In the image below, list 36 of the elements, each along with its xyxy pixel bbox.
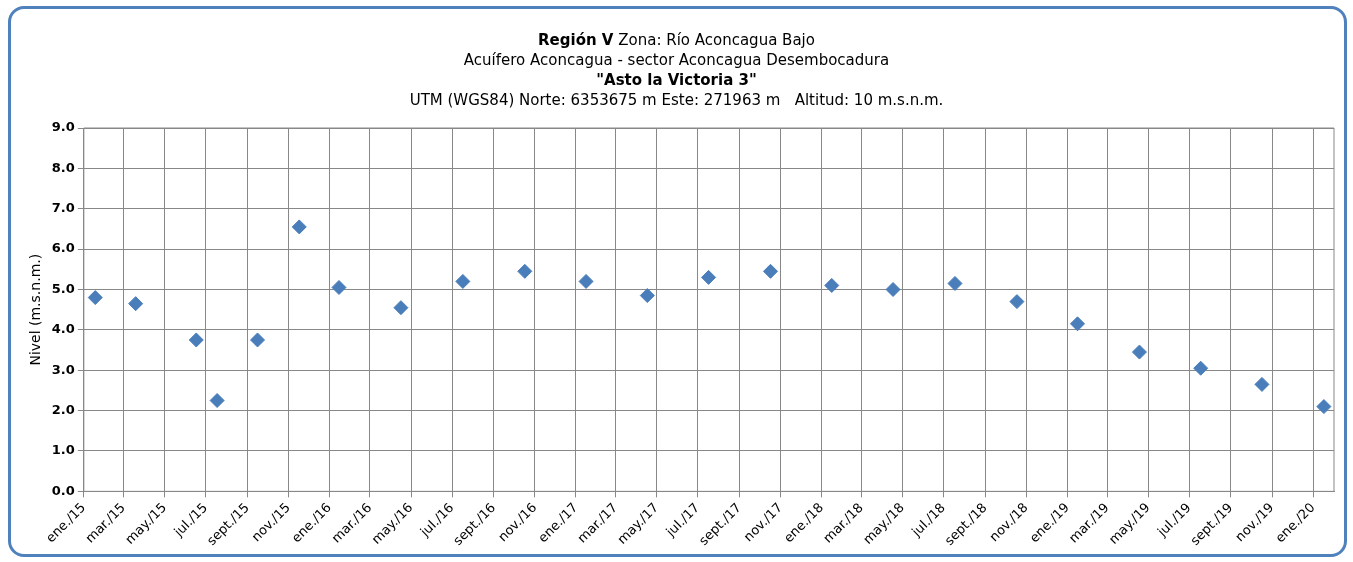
y-axis-title: Nivel (m.s.n.m.) — [27, 253, 44, 366]
y-tick-label: 2.0 — [51, 402, 75, 417]
y-tick-label: 6.0 — [51, 240, 75, 256]
point — [128, 296, 144, 312]
y-tick-label: 7.0 — [51, 200, 75, 216]
chart-subtitle: Acuífero Aconcagua - sector Aconcagua Desembocadura "Asto la Victoria 3" UTM (WGS84) Norte: 6353675 m Este: 271963 m Altitud: 10 m.s.n.m. — [408, 50, 945, 110]
point — [824, 277, 840, 293]
point — [1193, 360, 1209, 376]
y-tick-label: 4.0 — [51, 321, 75, 337]
point — [947, 275, 963, 291]
y-tick-label: 5.0 — [51, 280, 75, 296]
y-tick-label: 8.0 — [51, 159, 75, 175]
point — [87, 290, 103, 306]
point — [1009, 294, 1025, 310]
y-tick-label: 3.0 — [51, 361, 75, 377]
point — [578, 273, 594, 289]
point — [209, 393, 225, 409]
point — [885, 282, 901, 297]
point — [393, 300, 409, 316]
chart-title: Región V Zona: Río Aconcagua Bajo — [537, 30, 816, 50]
point — [250, 332, 266, 348]
y-tick-label: 9.0 — [51, 119, 75, 135]
y-tick-label: 0.0 — [51, 482, 75, 498]
point — [1131, 344, 1147, 360]
point — [455, 273, 471, 289]
point — [517, 263, 533, 279]
point — [701, 269, 717, 285]
point — [188, 332, 204, 348]
point — [291, 219, 307, 235]
point — [331, 279, 347, 295]
point — [1316, 399, 1332, 415]
y-tick-label: 1.0 — [51, 442, 75, 458]
point — [1070, 316, 1085, 332]
point — [639, 288, 655, 304]
point — [1254, 376, 1270, 392]
point — [763, 263, 779, 279]
